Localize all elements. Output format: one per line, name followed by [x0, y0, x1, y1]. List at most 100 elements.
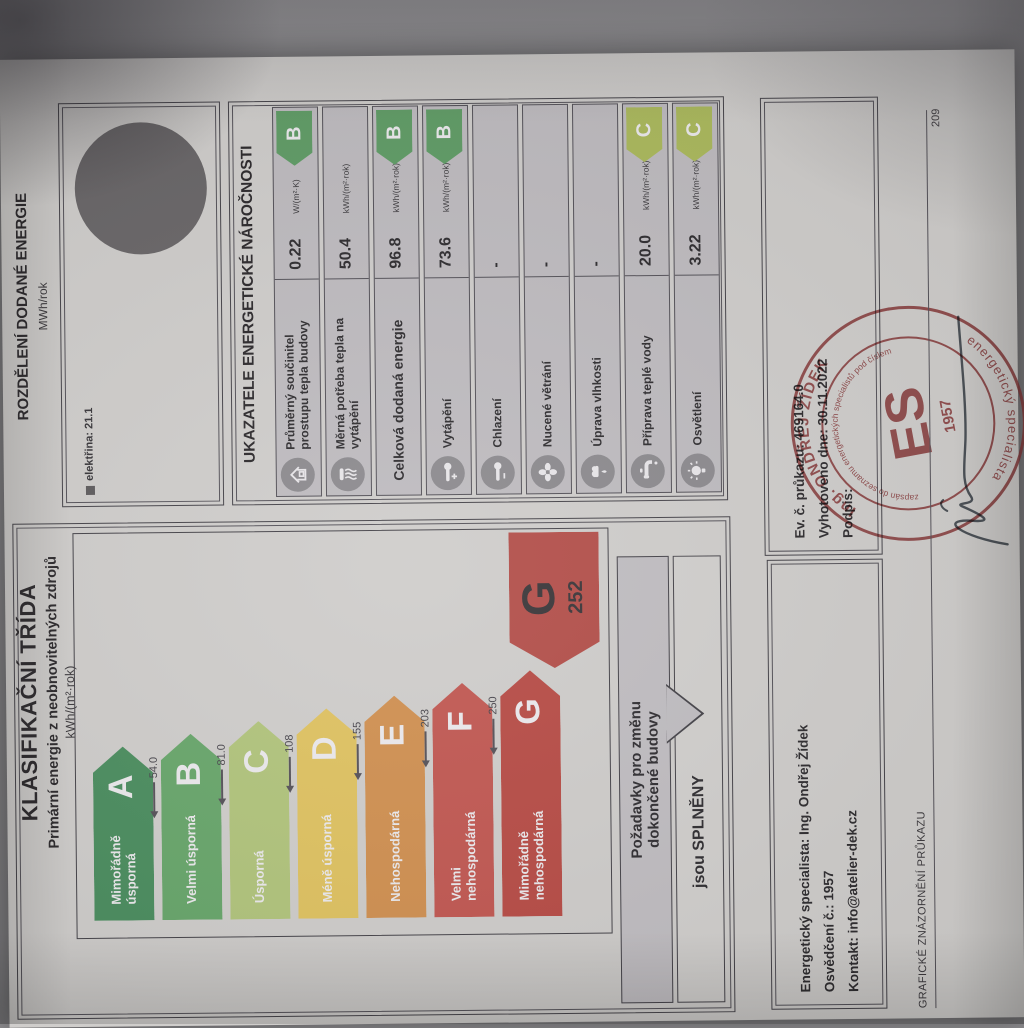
class-row-g: Mimořádně nehospodárná G [500, 670, 563, 917]
classification-title: KLASIFIKAČNÍ TŘÍDA [14, 583, 43, 822]
thermometer-minus-icon [480, 455, 515, 490]
boundary-marker: 54.0 [147, 757, 162, 813]
cell-divider [274, 278, 319, 280]
indicator-label: Celková dodaná energie [389, 319, 407, 481]
indicator-row-vlhkost: Úprava vlhkosti - [571, 103, 623, 494]
indicator-row-potreba-tepla: Měrná potřeba tepla na vytápění 50.4 kWh… [321, 105, 373, 497]
distribution-title: ROZDĚLENÍ DODANÉ ENERGIE [12, 192, 33, 421]
cell-divider [574, 275, 619, 277]
specialist-box: Energetický specialista: Ing. Ondřej Žíd… [766, 558, 888, 1010]
boundary-value: 203 [419, 708, 432, 728]
indicator-label: Průměrný součinitel prostupu tepla budov… [282, 320, 312, 450]
indicator-value: 50.4 [337, 237, 355, 270]
indicator-row-chlazeni: Chlazení - [471, 104, 523, 495]
class-letter: F [441, 710, 480, 733]
indicator-value: 73.6 [437, 236, 455, 269]
handwritten-signature [940, 315, 1009, 546]
class-label: Velmi úsporná [183, 814, 200, 904]
requirements-label: Požadavky pro změnu dokončené budovy [626, 700, 663, 859]
legend-square-icon [85, 485, 95, 495]
specialist-certificate-number: Osvědčení č.: 1957 [820, 870, 837, 993]
building-result-arrow: G 252 [508, 532, 599, 669]
indicator-label: Měrná potřeba tepla na vytápění [332, 317, 362, 450]
pie-legend-item: elektřina: 21.1 [83, 407, 96, 495]
indicator-row-vytapeni: Vytápění 73.6 kWh/(m²·rok) B [421, 104, 473, 496]
specialist-contact: Kontakt: info@atelier-dek.cz [843, 809, 861, 993]
indicator-row-osvetleni: Osvětlení 3.22 kWh/(m²·rok) C [671, 102, 723, 493]
class-label: Úsporná [251, 850, 268, 904]
class-letter: A [101, 774, 141, 800]
indicator-label: Vytápění [440, 398, 455, 449]
boundary-marker: 203 [418, 709, 433, 762]
fan-icon [530, 454, 565, 490]
indicator-value: - [587, 261, 605, 267]
indicator-label: Úprava vlhkosti [589, 357, 605, 447]
indicator-row-tepla-voda: Příprava teplé vody 20.0 kWh/(m²·rok) C [621, 102, 673, 494]
indicator-label: Příprava teplé vody [639, 335, 655, 447]
badge-letter: B [282, 126, 305, 142]
pie-chart [74, 121, 208, 256]
indicator-value: - [487, 262, 505, 268]
badge-letter: B [382, 125, 405, 141]
indicator-label: Osvětlení [690, 391, 705, 446]
boundary-marker: 108 [283, 734, 298, 787]
heat-waves-icon [330, 457, 365, 492]
humidity-icon [580, 454, 615, 489]
boundary-value: 155 [351, 721, 364, 741]
cell-divider [624, 274, 669, 277]
class-label: Mimořádně nehospodárná [516, 810, 547, 901]
requirements-status-banner: jsou SPLNĚNY [672, 555, 726, 1003]
indicator-label: Nucené větrání [539, 361, 555, 448]
certificate-page: KLASIFIKAČNÍ TŘÍDA Primární energie z ne… [0, 49, 1024, 1028]
badge-letter: C [632, 122, 655, 138]
left-arrow-icon [424, 731, 427, 762]
class-label: Mimořádně úsporná [108, 835, 139, 905]
boundary-value: 108 [283, 734, 296, 753]
class-row-a: Mimořádně úsporná A [93, 746, 155, 921]
class-row-e: Nehospodárná E [364, 695, 426, 918]
cell-divider [324, 277, 369, 280]
classification-heading: KLASIFIKAČNÍ TŘÍDA Primární energie z ne… [14, 527, 79, 878]
boundary-value: 54.0 [147, 756, 160, 779]
tap-icon [630, 453, 665, 489]
requirements-banner: Požadavky pro změnu dokončené budovy [616, 555, 674, 1004]
class-letter: G [509, 698, 548, 725]
specialist-name: Energetický specialista: Ing. Ondřej Žíd… [794, 724, 813, 993]
indicator-value: 3.22 [687, 234, 705, 266]
left-arrow-icon [288, 756, 292, 787]
cell-divider [674, 274, 719, 276]
boundary-marker: 155 [350, 722, 365, 775]
indicator-row-prostup-tepla: Průměrný součinitel prostupu tepla budov… [271, 106, 323, 497]
indicator-unit: kWh/(m²·rok) [340, 163, 352, 214]
legend-label: elektřina: 21.1 [83, 407, 96, 481]
indicator-row-vetrani: Nucené větrání - [521, 103, 573, 495]
class-row-f: Velmi nehospodárná F [432, 683, 494, 918]
left-arrow-icon [356, 744, 359, 775]
class-letter: D [305, 736, 344, 762]
class-letter: B [169, 761, 209, 787]
indicator-value: 0.22 [287, 238, 305, 270]
boundary-value: 81.0 [215, 744, 228, 766]
cell-divider [374, 277, 419, 279]
boundary-marker: 250 [486, 696, 501, 749]
class-row-b: Velmi úsporná B [161, 734, 223, 921]
indicator-value: 96.8 [387, 237, 405, 269]
result-class-letter: G [511, 580, 565, 617]
cell-divider [524, 275, 569, 278]
indicator-value: 20.0 [637, 234, 655, 267]
bulb-icon [680, 453, 715, 488]
class-letter: C [237, 748, 276, 774]
distribution-unit: MWh/rok [35, 282, 51, 331]
indicator-label: Chlazení [490, 398, 505, 448]
requirements-status: jsou SPLNĚNY [689, 775, 709, 889]
class-row-c: Úsporná C [228, 721, 290, 920]
class-label: Méně úsporná [319, 814, 336, 903]
boundary-value: 250 [487, 696, 500, 715]
class-letter: E [373, 723, 412, 747]
indicator-row-celkova-energie: Celková dodaná energie 96.8 kWh/(m²·rok)… [371, 105, 423, 496]
left-arrow-icon [492, 718, 495, 749]
class-label: Nehospodárná [387, 810, 404, 902]
class-label: Velmi nehospodárná [448, 811, 479, 902]
classification-subtitle: Primární energie z neobnovitelných zdroj… [43, 556, 63, 849]
cell-divider [474, 276, 519, 278]
